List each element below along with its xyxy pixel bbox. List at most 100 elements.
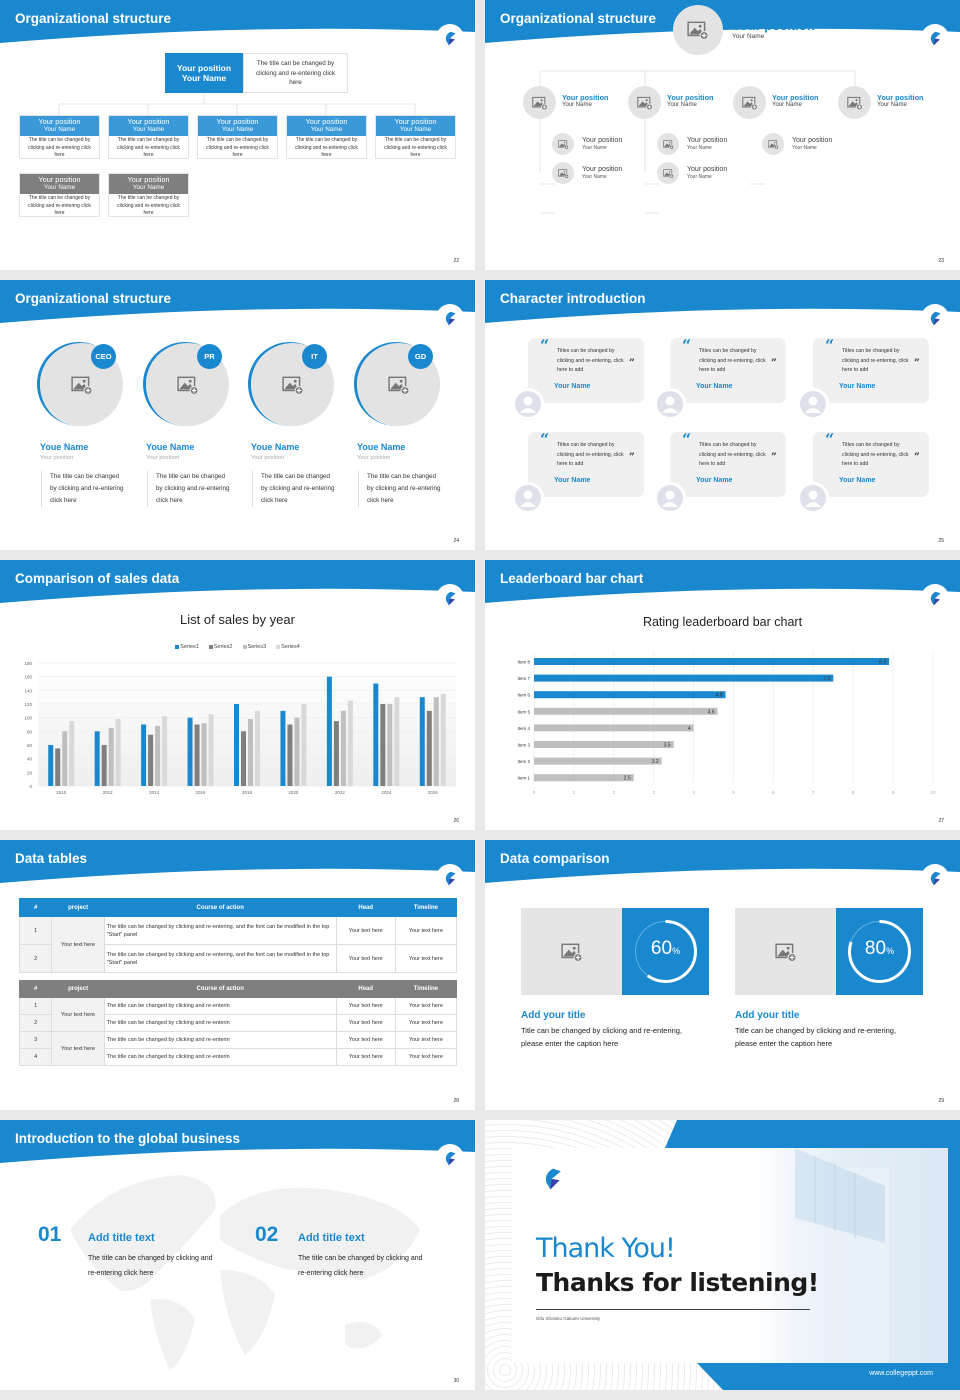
plot-area — [38, 663, 456, 786]
org-box-desc: The title can be changed by clicking and… — [117, 137, 180, 158]
photo-placeholder[interactable] — [657, 162, 679, 184]
photo-placeholder[interactable] — [733, 86, 766, 119]
website-url[interactable]: www.collegeppt.com — [869, 1370, 933, 1377]
x-tick-label: 6 — [772, 790, 775, 795]
slide-title: Comparison of sales data — [15, 571, 180, 586]
page-number: 29 — [938, 1098, 944, 1104]
head-cell: Your text here — [335, 1014, 396, 1032]
bar-series2 — [380, 704, 386, 786]
avatar — [654, 388, 686, 420]
sales-bar-chart: 0 20 40 60 80 100 120 140 160 180 2010 2012 2014 2016… — [24, 661, 456, 795]
head-cell: Your text here — [335, 997, 396, 1015]
x-tick-label: 2 — [613, 790, 616, 795]
thank-you-heading: Thank You! — [536, 1233, 676, 1264]
table-row: 2 The title can be changed by clicking an… — [18, 944, 458, 973]
bar-series1 — [141, 724, 147, 786]
y-tick-label: 100 — [24, 716, 32, 721]
data-table: # project Course of action Head Timeline 1 You… — [18, 980, 458, 1066]
x-tick-label: 3 — [652, 790, 655, 795]
page-number: 23 — [938, 258, 944, 264]
bar-series4 — [394, 697, 400, 786]
photo-placeholder[interactable] — [762, 133, 784, 155]
y-tick-label: 0 — [29, 784, 32, 789]
avatar — [512, 482, 544, 514]
avatar — [797, 482, 829, 514]
column-header: # — [18, 980, 53, 998]
x-tick-label: 2016 — [196, 790, 207, 795]
slide-org-structure-team: Organizational structure 24 CEO Youe Name Yo… — [0, 280, 475, 550]
bar-series4 — [301, 704, 307, 786]
header-band — [485, 0, 960, 50]
photo-placeholder[interactable] — [521, 908, 622, 995]
header-band — [485, 840, 960, 890]
x-tick-label: 2014 — [149, 790, 160, 795]
world-map — [0, 1120, 475, 1390]
quote-card — [670, 432, 786, 497]
bar-series4 — [255, 710, 260, 786]
building-photo — [767, 1148, 948, 1363]
bar-series1 — [234, 704, 239, 786]
action-cell: The title can be changed by clicking and… — [103, 944, 337, 973]
header-band — [485, 560, 960, 610]
open-quote-icon: “ — [682, 336, 692, 355]
level2-name: Your Name — [772, 102, 802, 108]
person-name: Youe Name — [357, 442, 406, 452]
logo-badge — [436, 584, 464, 612]
slide-character-introduction: Character introduction 25 “ Titles can be c… — [485, 280, 960, 550]
photo-placeholder[interactable] — [552, 162, 574, 184]
timeline-cell: Your text here — [394, 997, 458, 1015]
photo-placeholder[interactable] — [523, 86, 556, 119]
close-quote-icon: ” — [771, 358, 777, 369]
photo-placeholder[interactable] — [657, 133, 679, 155]
x-tick-label: 2018 — [242, 790, 253, 795]
logo-badge — [921, 584, 949, 612]
slide-title: Data comparison — [500, 851, 610, 866]
chart-legend: Series1 Series2 Series3 Series4 — [0, 644, 475, 650]
person-name: Youe Name — [251, 442, 300, 452]
card-name: Your Name — [839, 477, 876, 484]
quote-text: Titles can be changed by clicking and re… — [557, 348, 624, 373]
name: Your Name — [310, 126, 343, 133]
value-unit: % — [886, 946, 895, 956]
bar-series2 — [333, 721, 339, 786]
position: Your position — [38, 116, 81, 126]
photo-placeholder[interactable] — [838, 86, 871, 119]
person-name: Youe Name — [40, 442, 89, 452]
org-box-header: Your position Your Name — [109, 174, 188, 194]
x-tick-label: 2010 — [56, 790, 67, 795]
card-name: Your Name — [554, 383, 591, 390]
legend-swatch — [208, 645, 213, 649]
slide-thank-you: Thank You! Thanks for listening! Gifu Shot… — [485, 1120, 960, 1390]
photo-placeholder[interactable] — [735, 908, 836, 995]
row-number: 1 — [18, 997, 53, 1015]
value-unit: % — [672, 946, 681, 956]
bar — [534, 774, 634, 782]
table-row: 3 Your text here The title can be changed … — [18, 1031, 458, 1066]
item-title: Add title text — [298, 1232, 365, 1244]
photo-placeholder[interactable] — [628, 86, 661, 119]
item-desc: Title can be changed by clicking and re-… — [521, 1026, 683, 1048]
value-label: 4.6 — [708, 709, 715, 715]
photo-placeholder[interactable] — [673, 5, 723, 55]
role-badge: CEO — [91, 344, 116, 369]
value-label: 2.5 — [624, 776, 631, 782]
row-number: 1 — [18, 916, 53, 945]
bar — [534, 674, 834, 682]
action-cell: The title can be changed by clicking and… — [103, 1031, 337, 1049]
logo-badge — [436, 864, 464, 892]
x-tick-label: 1 — [573, 790, 576, 795]
logo-badge — [921, 864, 949, 892]
close-quote-icon: ” — [914, 452, 920, 463]
bar-series2 — [426, 710, 432, 786]
project-cell: Your text here — [51, 916, 105, 973]
card-name: Your Name — [696, 477, 733, 484]
bar — [534, 691, 726, 699]
level3-position: Your position — [582, 166, 623, 173]
level3-position: Your position — [582, 137, 623, 144]
photo-placeholder[interactable] — [552, 133, 574, 155]
person-position: Your position — [357, 455, 391, 461]
name: Your Name — [43, 184, 76, 191]
column-header: Head — [335, 898, 396, 917]
logo-badge — [436, 304, 464, 332]
x-tick-label: 9 — [892, 790, 895, 795]
